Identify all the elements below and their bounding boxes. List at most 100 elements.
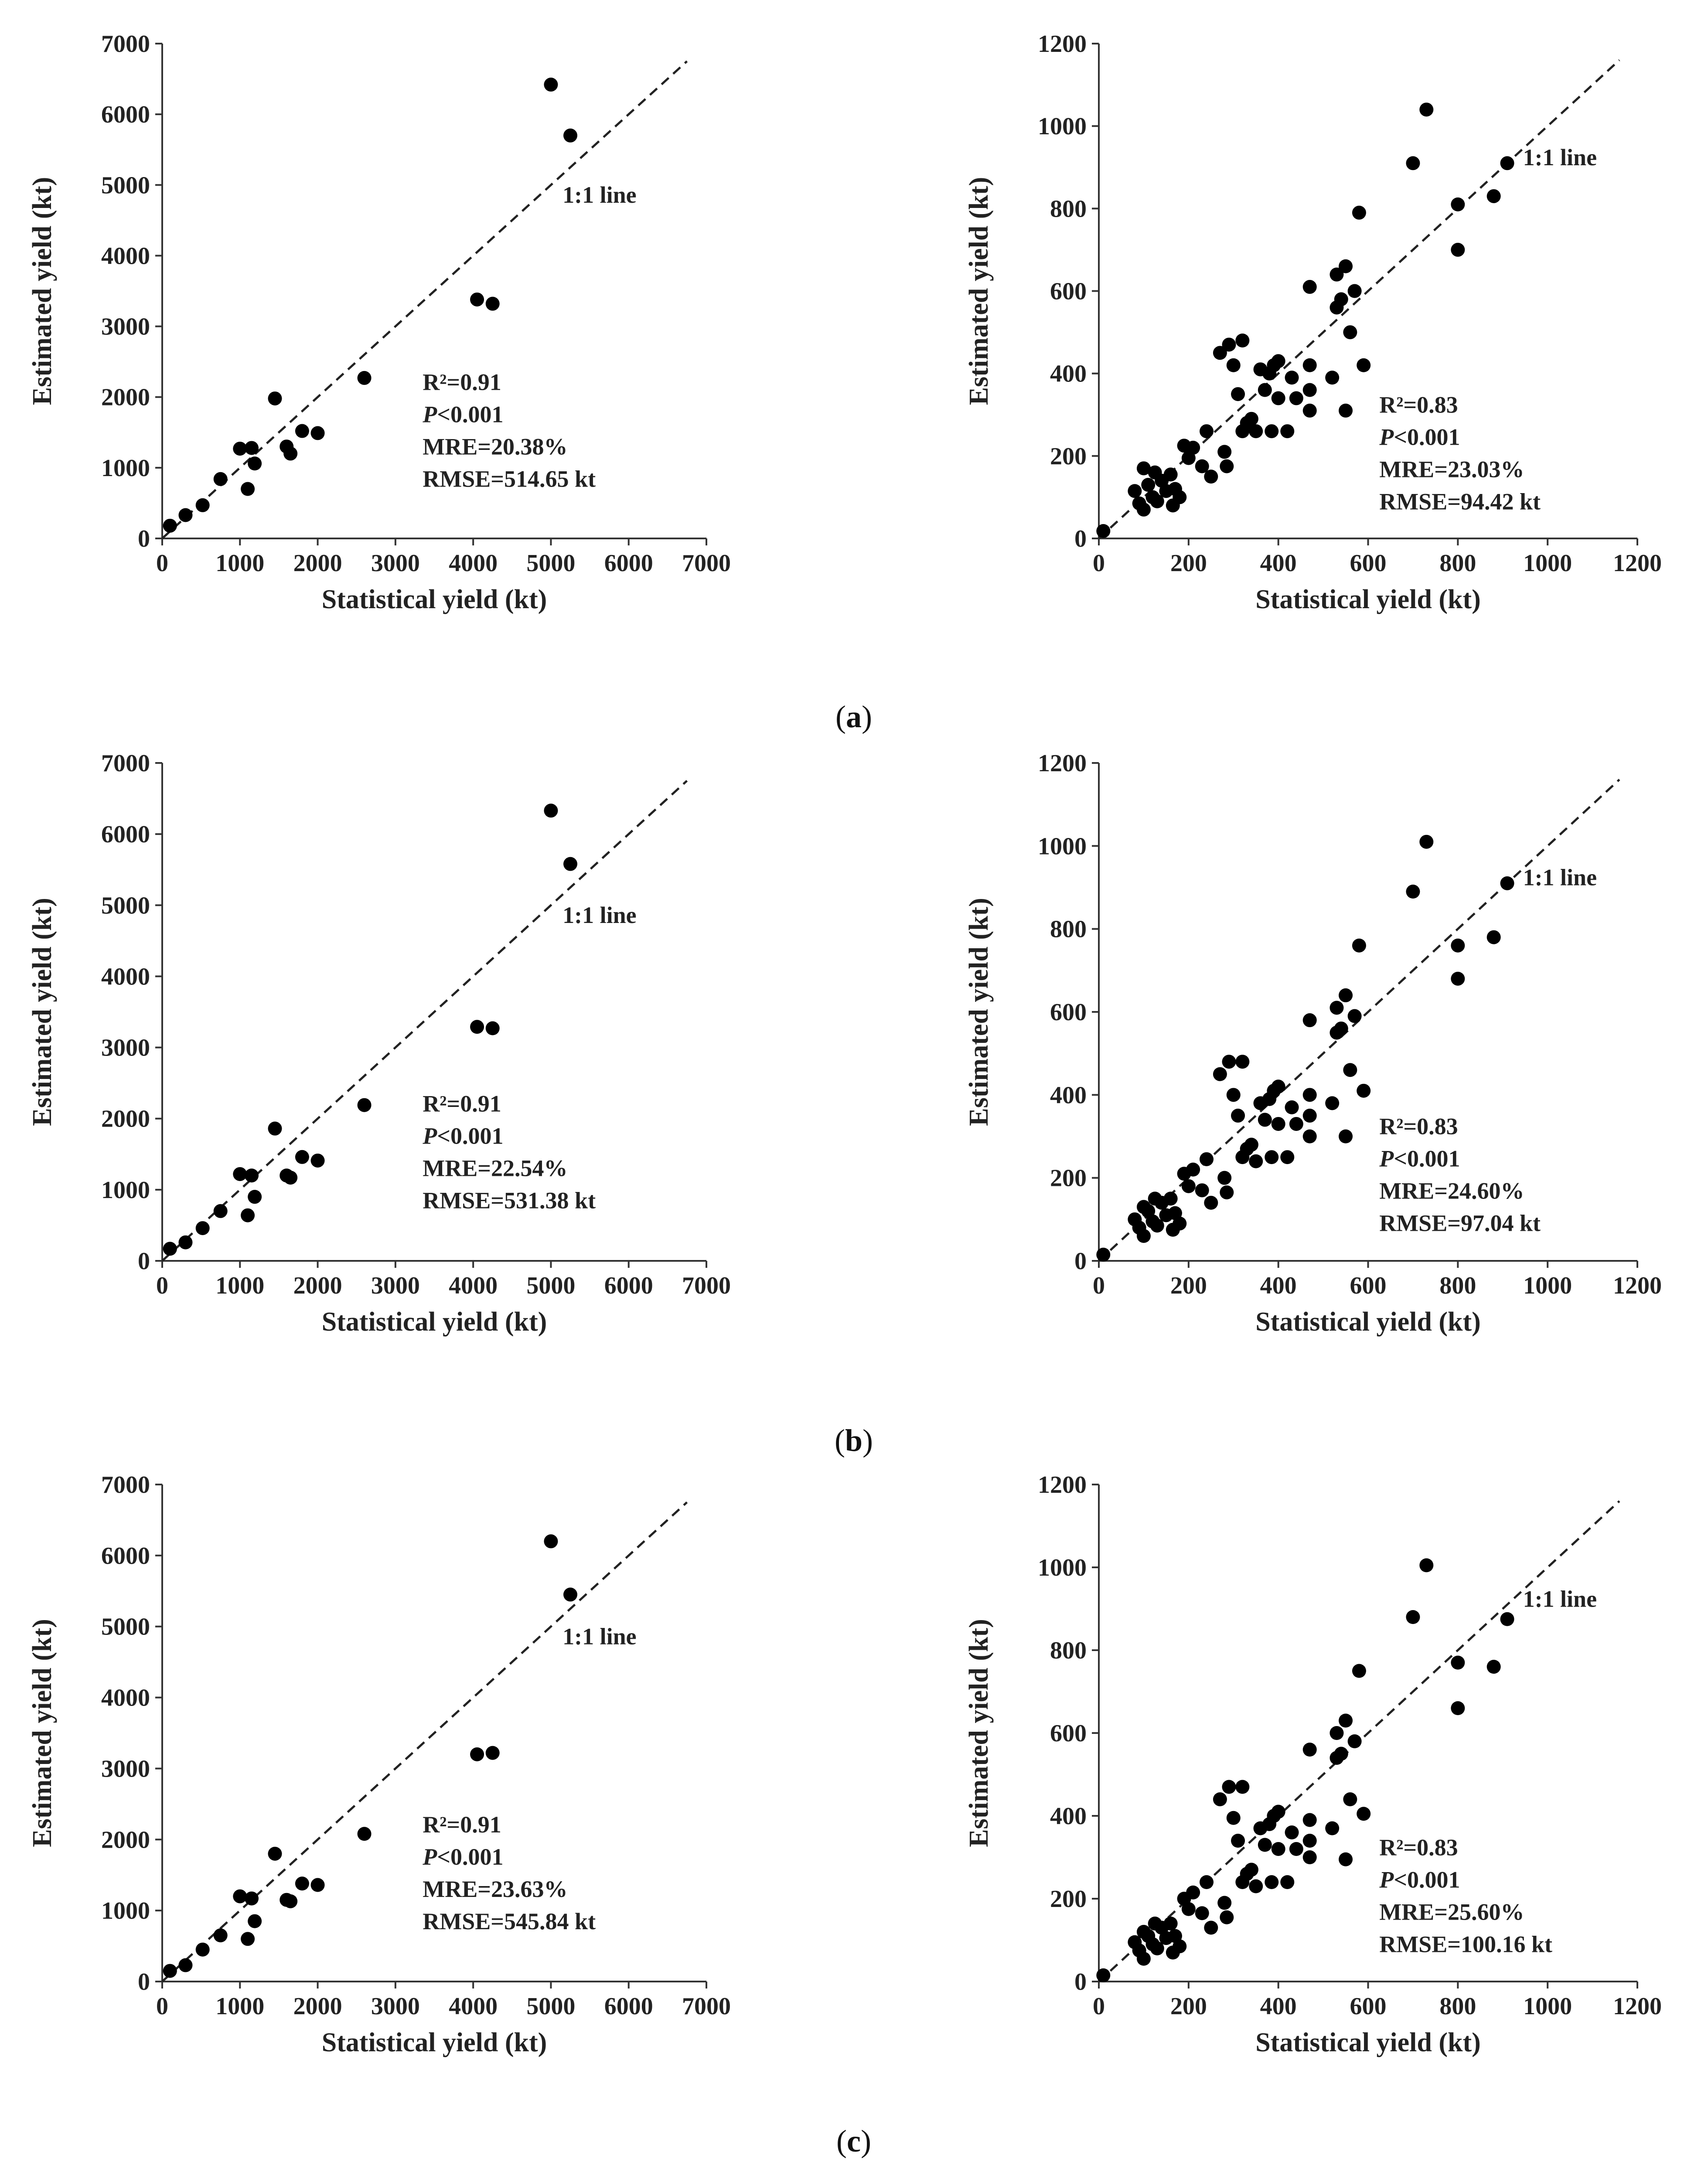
y-tick-label: 7000 — [101, 1471, 150, 1498]
scatter-plot-c-right: 0 200 400 600 800 1000 1200 0 200 400 600 800 1000 12… — [964, 1471, 1662, 2057]
data-point — [1339, 1129, 1353, 1144]
stat-r-squared: R²=0.83 — [1379, 1113, 1458, 1140]
data-point — [1173, 1216, 1187, 1231]
y-tick-label: 5000 — [101, 892, 150, 919]
y-tick-label: 2000 — [101, 384, 150, 411]
x-tick-label: 4000 — [449, 1272, 498, 1299]
y-tick-label: 4000 — [101, 1685, 150, 1712]
y-tick-label: 1000 — [1038, 1554, 1087, 1581]
data-point — [1226, 1811, 1241, 1825]
data-point — [163, 518, 177, 533]
stat-p-value: P<0.001 — [422, 1844, 503, 1870]
stat-rmse: RMSE=100.16 kt — [1379, 1931, 1552, 1957]
data-point — [1339, 403, 1353, 418]
y-tick-label: 2000 — [101, 1106, 150, 1133]
data-point — [1163, 1192, 1178, 1206]
data-point — [1163, 1917, 1178, 1931]
data-point — [1289, 391, 1303, 405]
data-point — [470, 292, 484, 306]
data-point — [1280, 424, 1295, 439]
data-point — [1302, 403, 1317, 418]
data-point — [1500, 876, 1514, 890]
data-point — [1339, 988, 1353, 1002]
data-point — [283, 1894, 298, 1908]
x-tick-label: 1000 — [1523, 1993, 1572, 2020]
y-tick-label: 5000 — [101, 1614, 150, 1641]
data-point — [178, 508, 193, 522]
data-point — [1173, 1939, 1187, 1954]
y-tick-label: 1000 — [101, 455, 150, 482]
data-point — [1200, 1875, 1214, 1889]
data-point — [1302, 1088, 1317, 1102]
data-point — [1217, 1896, 1232, 1910]
data-point — [1163, 467, 1178, 482]
data-point — [1204, 1195, 1218, 1210]
y-tick-label: 200 — [1050, 1165, 1087, 1192]
stat-r-squared: R²=0.91 — [423, 1090, 501, 1117]
data-point — [1136, 1229, 1151, 1243]
data-point — [1235, 334, 1250, 347]
y-tick-label: 0 — [138, 1968, 150, 1995]
data-point — [233, 442, 247, 456]
data-point — [163, 1964, 177, 1978]
data-point — [1302, 1013, 1317, 1028]
data-point — [1334, 1747, 1348, 1761]
data-point — [1217, 1171, 1232, 1185]
x-tick-label: 3000 — [371, 550, 420, 577]
x-tick-label: 1200 — [1613, 1993, 1662, 2020]
data-point — [1325, 1096, 1340, 1110]
data-point — [1220, 1910, 1234, 1924]
data-point — [470, 1020, 484, 1034]
y-tick-label: 600 — [1050, 278, 1087, 305]
y-tick-label: 0 — [138, 525, 150, 552]
data-point — [233, 1889, 247, 1903]
data-point — [1302, 383, 1317, 397]
data-point — [1271, 1079, 1285, 1094]
y-tick-label: 800 — [1050, 1637, 1087, 1664]
x-tick-label: 1000 — [215, 1993, 264, 2020]
data-point — [357, 371, 372, 385]
x-tick-label: 3000 — [371, 1993, 420, 2020]
x-tick-label: 0 — [156, 1993, 168, 2020]
x-tick-label: 1200 — [1613, 1272, 1662, 1299]
data-point — [1347, 1734, 1362, 1748]
data-point — [1280, 1150, 1295, 1165]
x-tick-label: 5000 — [526, 1272, 575, 1299]
data-point — [1096, 1247, 1111, 1262]
data-point — [563, 1587, 577, 1602]
data-point — [1231, 387, 1245, 401]
x-axis-title: Statistical yield (kt) — [322, 585, 547, 614]
data-point — [1352, 1664, 1366, 1678]
data-point — [310, 1878, 325, 1892]
data-point — [1181, 1179, 1196, 1193]
data-point — [563, 857, 577, 871]
data-point — [1150, 1941, 1164, 1955]
data-point — [268, 1846, 282, 1861]
data-point — [1343, 325, 1357, 340]
data-point — [283, 446, 298, 461]
data-point — [1285, 1825, 1299, 1839]
x-tick-label: 1000 — [1523, 550, 1572, 577]
data-point — [1195, 459, 1209, 473]
stat-r-squared: R²=0.91 — [423, 369, 501, 395]
data-point — [357, 1827, 372, 1841]
y-axis-title: Estimated yield (kt) — [27, 898, 57, 1126]
stat-r-squared: R²=0.91 — [423, 1811, 501, 1838]
y-tick-label: 200 — [1050, 443, 1087, 470]
data-point — [241, 1208, 255, 1222]
data-point — [310, 426, 325, 440]
data-point — [1186, 440, 1200, 455]
data-point — [245, 1168, 259, 1183]
data-point — [195, 1221, 210, 1235]
x-axis-title: Statistical yield (kt) — [322, 1307, 547, 1337]
data-point — [1302, 280, 1317, 294]
stat-rmse: RMSE=531.38 kt — [423, 1187, 596, 1213]
data-point — [1271, 391, 1285, 405]
data-point — [295, 424, 309, 438]
data-point — [1186, 1885, 1200, 1900]
data-point — [195, 498, 210, 512]
y-tick-label: 0 — [1074, 1248, 1087, 1275]
data-point — [1347, 284, 1362, 298]
y-tick-label: 400 — [1050, 1803, 1087, 1830]
data-point — [1352, 938, 1366, 953]
